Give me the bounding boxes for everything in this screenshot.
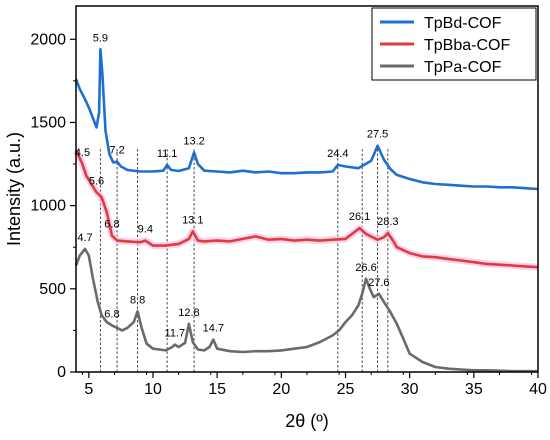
- peak-label: 11.1: [157, 148, 178, 160]
- peak-label: 27.5: [367, 129, 388, 141]
- series-line: [74, 48, 539, 191]
- y-tick-label: 1000: [30, 198, 66, 215]
- legend: TpBd-COF TpBba-COF TpPa-COF: [371, 7, 537, 81]
- ticks: 5 10 15 20 25 30 35 40 0 500 1000 1500 2000: [30, 31, 547, 398]
- y-tick-label: 0: [57, 364, 66, 381]
- y-axis-title: Intensity (a.u.): [4, 132, 24, 246]
- peak-label: 14.7: [203, 323, 224, 335]
- legend-label: TpPa-COF: [424, 59, 502, 76]
- peak-labels: 5.9 7.2 11.1 13.2 24.4 27.5 4.5 5.6 6.8 9.4 13.1 26…: [75, 32, 399, 339]
- peak-label: 7.2: [109, 145, 124, 157]
- peak-label: 5.9: [93, 32, 108, 44]
- series-line: [74, 150, 539, 269]
- x-tick-label: 30: [401, 381, 419, 398]
- peak-label: 12.8: [178, 307, 199, 319]
- peak-label: 27.6: [368, 277, 389, 289]
- legend-label: TpBba-COF: [424, 37, 510, 54]
- peak-label: 28.3: [377, 216, 398, 228]
- y-tick-label: 2000: [30, 31, 66, 48]
- peak-label: 6.8: [104, 308, 119, 320]
- x-tick-label: 20: [272, 381, 290, 398]
- peak-label: 5.6: [89, 175, 104, 187]
- x-tick-label: 40: [529, 381, 547, 398]
- x-tick-label: 35: [465, 381, 483, 398]
- peak-label: 4.7: [77, 232, 92, 244]
- peak-label: 24.4: [327, 148, 348, 160]
- peak-label: 11.7: [165, 328, 186, 340]
- peak-label: 4.5: [75, 147, 90, 159]
- x-tick-label: 5: [84, 381, 93, 398]
- peak-label: 13.2: [183, 135, 204, 147]
- peak-label: 6.8: [104, 219, 119, 231]
- reference-lines: [99, 149, 389, 372]
- peak-label: 9.4: [138, 224, 153, 236]
- x-tick-label: 25: [337, 381, 355, 398]
- y-tick-label: 500: [39, 281, 66, 298]
- legend-label: TpBd-COF: [424, 15, 502, 32]
- peak-label: 13.1: [182, 214, 203, 226]
- series-halo: [72, 149, 539, 271]
- series-lines: [72, 48, 539, 373]
- peak-label: 8.8: [130, 294, 145, 306]
- x-tick-label: 10: [144, 381, 162, 398]
- x-axis-title: 2θ (º): [285, 411, 329, 431]
- peak-label: 26.1: [349, 211, 370, 223]
- y-tick-label: 1500: [30, 114, 66, 131]
- x-tick-label: 15: [208, 381, 226, 398]
- peak-label: 26.6: [355, 262, 376, 274]
- series-line: [74, 247, 538, 373]
